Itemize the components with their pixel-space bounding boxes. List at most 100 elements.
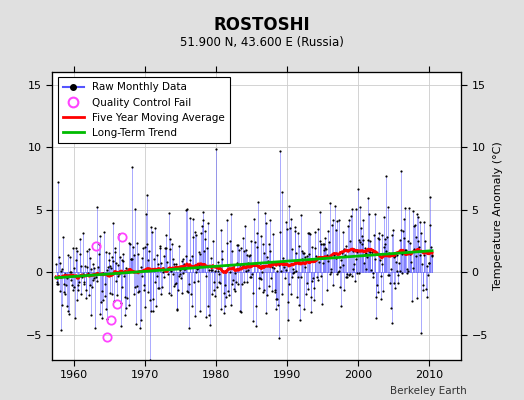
Point <box>70 265 78 271</box>
Point <box>322 252 331 258</box>
Point <box>234 242 242 249</box>
Point <box>411 252 420 259</box>
Point <box>194 248 203 255</box>
Point <box>380 244 388 250</box>
Point <box>301 264 310 270</box>
Point <box>268 264 276 271</box>
Point <box>103 316 111 322</box>
Point <box>288 274 296 280</box>
Point <box>213 258 222 265</box>
Point <box>272 296 280 302</box>
Point <box>217 248 226 254</box>
Point <box>252 302 260 309</box>
Point <box>244 260 252 266</box>
Point <box>302 280 311 286</box>
Point <box>186 214 194 221</box>
Point <box>318 301 326 307</box>
Point <box>371 256 379 262</box>
Point <box>168 271 177 278</box>
Point <box>125 240 134 246</box>
Point <box>234 281 243 288</box>
Point <box>58 266 67 272</box>
Point <box>204 312 213 318</box>
Point <box>410 223 419 229</box>
Point <box>300 306 308 312</box>
Point <box>345 272 353 278</box>
Point <box>426 222 434 228</box>
Point <box>402 270 411 276</box>
Point <box>124 266 132 272</box>
Point <box>107 254 116 260</box>
Point <box>177 275 185 281</box>
Point <box>338 250 346 256</box>
Point <box>111 244 119 251</box>
Point <box>416 252 424 258</box>
Point <box>170 260 179 267</box>
Point <box>208 290 216 297</box>
Point <box>352 256 360 263</box>
Point <box>274 268 282 274</box>
Point <box>398 270 407 276</box>
Point <box>360 260 368 266</box>
Point <box>165 210 173 216</box>
Point <box>179 270 187 276</box>
Point <box>239 278 248 285</box>
Point <box>303 286 312 292</box>
Point <box>128 164 137 170</box>
Point <box>53 281 61 288</box>
Point <box>301 254 309 260</box>
Point <box>304 230 312 236</box>
Point <box>395 260 403 267</box>
Point <box>362 266 370 272</box>
Point <box>374 289 383 296</box>
Point <box>281 267 290 273</box>
Point <box>385 250 393 256</box>
Point <box>92 270 101 277</box>
Point <box>157 291 166 297</box>
Point <box>392 252 401 258</box>
Point <box>115 270 123 277</box>
Point <box>66 268 74 275</box>
Point <box>424 260 433 267</box>
Point <box>245 253 253 259</box>
Point <box>133 282 141 289</box>
Point <box>233 242 241 249</box>
Point <box>68 282 76 288</box>
Point <box>423 262 432 269</box>
Point <box>308 244 316 250</box>
Point <box>369 270 378 276</box>
Point <box>255 285 264 292</box>
Point <box>163 259 171 265</box>
Point <box>123 294 131 301</box>
Point <box>239 235 247 241</box>
Point <box>200 248 208 254</box>
Point <box>96 310 105 317</box>
Point <box>110 298 118 304</box>
Point <box>263 292 271 298</box>
Point <box>285 281 293 288</box>
Point <box>307 309 315 315</box>
Point <box>314 277 323 284</box>
Point <box>330 251 338 258</box>
Point <box>245 274 254 280</box>
Point <box>66 254 74 260</box>
Point <box>402 247 410 253</box>
Point <box>353 270 361 276</box>
Point <box>54 179 62 185</box>
Point <box>99 270 107 276</box>
Point <box>62 282 70 288</box>
Point <box>188 302 196 309</box>
Point <box>140 304 149 310</box>
Point <box>210 286 219 293</box>
Point <box>224 287 233 294</box>
Point <box>334 269 342 275</box>
Point <box>84 246 93 252</box>
Point <box>171 280 180 286</box>
Point <box>394 280 402 286</box>
Point <box>262 220 270 226</box>
Point <box>303 253 311 260</box>
Point <box>58 302 66 309</box>
Point <box>403 238 412 244</box>
Point <box>344 223 352 230</box>
Point <box>122 264 130 271</box>
